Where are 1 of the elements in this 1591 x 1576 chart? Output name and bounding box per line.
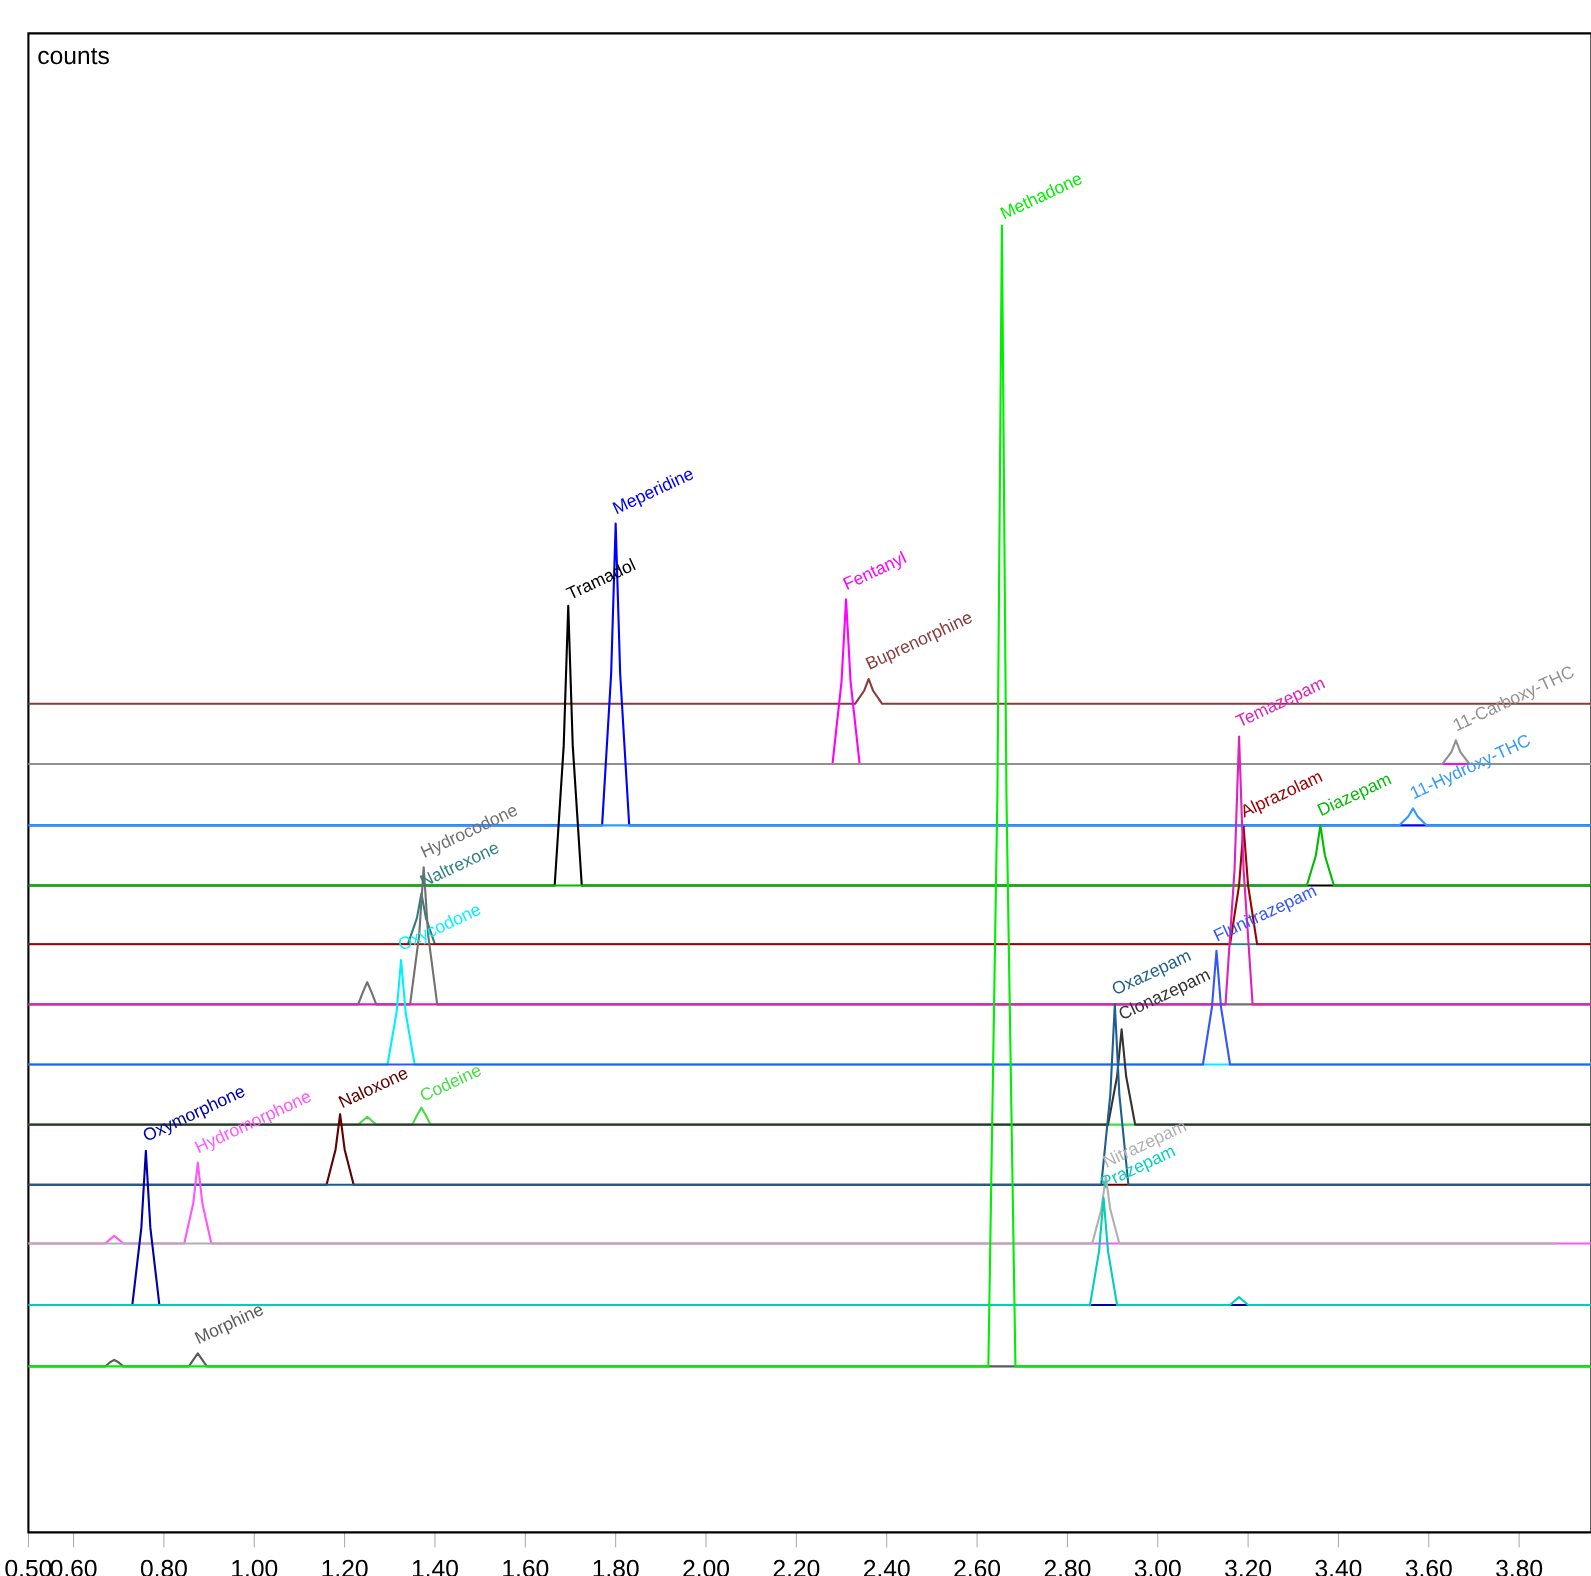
text: counts xyxy=(38,48,109,65)
